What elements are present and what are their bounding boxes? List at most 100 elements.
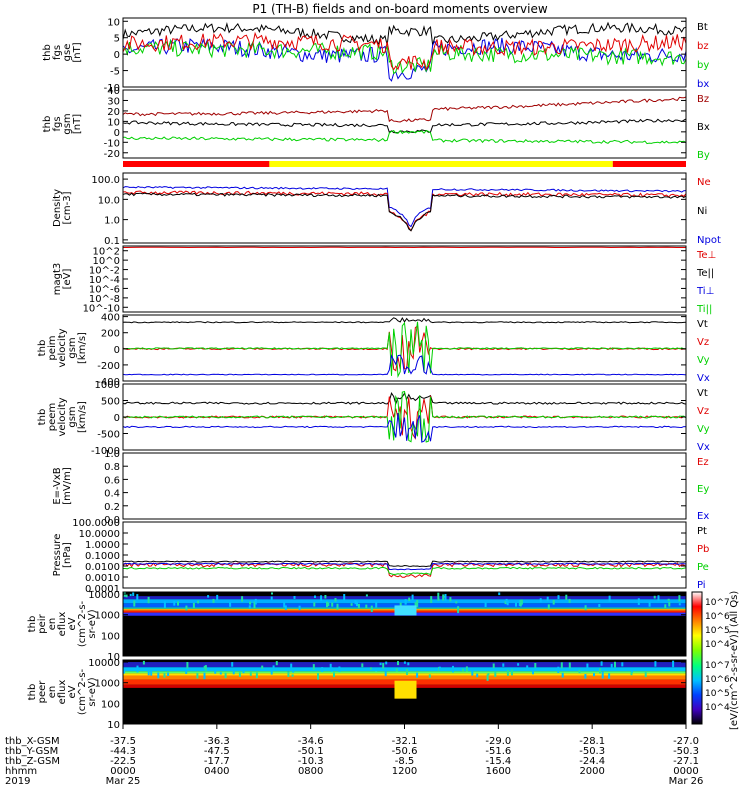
ytick-label: -500 [97, 430, 120, 441]
panel-temperature: magt3[eV]10^210^010^-210^-410^-610^-810^… [52, 246, 716, 315]
ytick-label: 100.0 [91, 175, 120, 186]
legend-fgs-gsm-item: Bz [697, 94, 709, 105]
legend-temperature-item: Te|| [696, 268, 714, 279]
legend-temperature-item: Te⊥ [696, 250, 716, 261]
mode-bar-segment [613, 161, 686, 167]
legend-efield-item: Ey [697, 484, 709, 495]
panel-pressure: Pressure[nPa]100.000010.00001.00000.1000… [52, 518, 709, 595]
ytick-label: 30 [107, 96, 120, 107]
ytick-label: 0 [114, 128, 120, 139]
legend-fgs-gse-item: Bt [697, 22, 708, 33]
colorbar-tick-label: 10^5 [705, 689, 730, 699]
legend-fgs-gse-item: by [697, 60, 709, 71]
ytick-label: 5 [114, 34, 120, 45]
legend-density-item: Ni [697, 206, 707, 217]
ytick-label: 10 [107, 17, 120, 28]
ytick-label: 100.0000 [72, 518, 120, 529]
ytick-label: 1.0000 [85, 540, 120, 551]
ytick-label: -20 [104, 149, 120, 160]
legend-peim-velocity-item: Vy [697, 355, 710, 366]
panel-peim-velocity-ylabel: [km/s] [77, 332, 88, 364]
colorbar-tick-label: 10^6 [705, 675, 730, 685]
ytick-label: 0.0010 [85, 573, 120, 584]
ytick-label: 10 [107, 117, 120, 128]
panel-pressure-ylabel: [nPa] [62, 542, 73, 568]
ytick-label: 0.2 [104, 502, 120, 513]
legend-pressure-item: Pe [697, 562, 709, 573]
ytick-label: -200 [97, 361, 120, 372]
legend-temperature-item: Ti|| [696, 304, 712, 315]
x-axis-value: 2000 [579, 766, 604, 777]
ytick-label: 10.0000 [79, 529, 120, 540]
colorbar-tick-label: 10^7 [705, 661, 730, 671]
colorbar-tick-label: 10^6 [705, 612, 730, 622]
colorbar-scale [692, 592, 702, 724]
legend-density-item: Ne [697, 177, 711, 188]
colorbar-label: [eV/(cm^2-s-sr-eV)] (All Qs) [729, 591, 740, 730]
ytick-label: 40 [107, 86, 120, 97]
ytick-label: 1000 [95, 679, 120, 690]
legend-peim-velocity-item: Vx [697, 373, 710, 384]
x-axis-labels: thb_X-GSM-37.5-36.3-34.6-32.1-29.0-28.1-… [5, 724, 703, 787]
x-axis-value: 1600 [486, 766, 511, 777]
spectrogram-peir-eflux [123, 592, 686, 656]
plot-title: P1 (TH-B) fields and on-board moments ov… [252, 2, 548, 16]
ytick-label: 0 [114, 345, 120, 356]
mode-bar-segment [123, 161, 269, 167]
ytick-label: 200 [101, 329, 120, 340]
ytick-label: 100 [101, 699, 120, 710]
ytick-label: 0.4 [104, 489, 120, 500]
ytick-label: 1000 [95, 380, 120, 391]
spectrogram-peer-eflux [123, 660, 686, 724]
ytick-label: 0.6 [104, 475, 120, 486]
legend-peim-velocity-item: Vt [697, 319, 708, 330]
legend-fgs-gse-item: bz [697, 41, 709, 52]
legend-peem-velocity-item: Vy [697, 424, 710, 435]
ytick-label: 100 [101, 631, 120, 642]
colorbar-tick-label: 10^4 [705, 640, 730, 650]
legend-peem-velocity-item: Vx [697, 442, 710, 453]
ytick-label: 0.8 [104, 462, 120, 473]
legend-peem-velocity-item: Vz [697, 406, 709, 417]
ytick-label: 0 [114, 413, 120, 424]
ytick-label: -10 [104, 138, 120, 149]
panel-fgs-gse-ylabel: [nT] [72, 42, 83, 62]
x-axis-value: Mar 26 [669, 776, 704, 787]
panel-density-ylabel: [cm-3] [62, 191, 73, 224]
legend-fgs-gse-item: bx [697, 79, 709, 90]
legend-efield-item: Ez [697, 457, 709, 468]
ytick-label: 1.0 [104, 216, 120, 227]
ytick-label: 0.1000 [85, 551, 120, 562]
ytick-label: 0.1 [104, 236, 120, 247]
ytick-label: 1.0 [104, 449, 120, 460]
panel-temperature-ylabel: [eV] [62, 269, 73, 290]
ytick-label: 10000 [88, 590, 120, 601]
panel-fgs-gsm-ylabel: [nT] [72, 114, 83, 134]
ytick-label: 10 [107, 720, 120, 731]
legend-pressure-item: Pt [697, 526, 707, 537]
legend-pressure-item: Pi [697, 580, 706, 591]
ytick-label: 1000 [95, 611, 120, 622]
ytick-label: 10000 [88, 658, 120, 669]
x-axis-value: 1200 [392, 766, 417, 777]
x-axis-value: 0400 [204, 766, 229, 777]
colorbar-tick-label: 10^5 [705, 626, 730, 636]
colorbar-tick-label: 10^7 [705, 598, 730, 608]
x-axis-value: 0800 [298, 766, 323, 777]
panel-peem-velocity-ylabel: [km/s] [77, 401, 88, 433]
legend-peem-velocity-item: Vt [697, 388, 708, 399]
ytick-label: -5 [110, 67, 120, 78]
ytick-label: 20 [107, 107, 120, 118]
ytick-label: 0.0100 [85, 562, 120, 573]
legend-efield-item: Ex [697, 511, 709, 522]
